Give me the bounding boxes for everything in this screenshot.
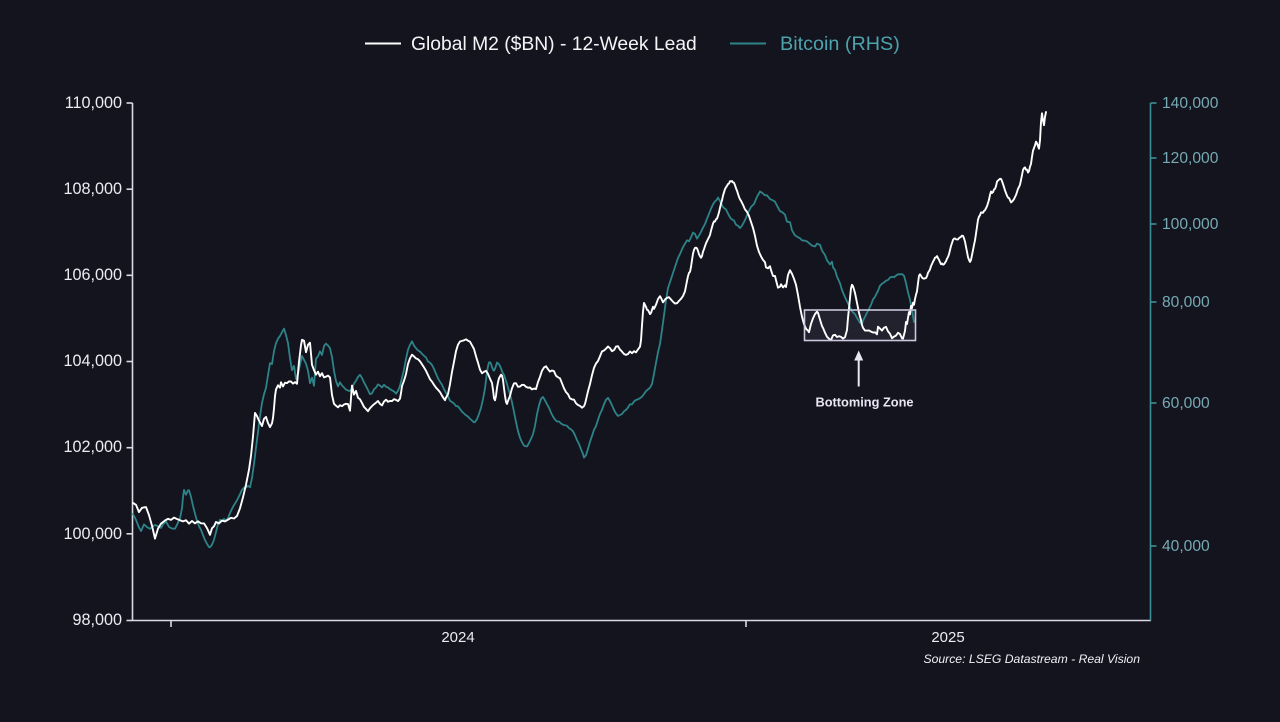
svg-text:98,000: 98,000: [72, 611, 122, 629]
svg-text:104,000: 104,000: [63, 352, 122, 370]
svg-text:2025: 2025: [931, 629, 964, 646]
svg-text:40,000: 40,000: [1162, 538, 1210, 555]
svg-text:80,000: 80,000: [1162, 294, 1210, 311]
svg-text:106,000: 106,000: [63, 266, 122, 284]
svg-text:100,000: 100,000: [1162, 216, 1219, 233]
svg-text:60,000: 60,000: [1162, 395, 1210, 412]
svg-text:108,000: 108,000: [63, 180, 122, 198]
svg-text:120,000: 120,000: [1162, 150, 1219, 167]
svg-text:Bottoming Zone: Bottoming Zone: [815, 395, 913, 410]
svg-text:100,000: 100,000: [63, 525, 122, 543]
svg-text:2024: 2024: [441, 629, 474, 646]
svg-text:Source: LSEG Datastream - Real: Source: LSEG Datastream - Real Vision: [923, 652, 1140, 666]
svg-text:Bitcoin (RHS): Bitcoin (RHS): [780, 33, 900, 55]
svg-text:102,000: 102,000: [63, 438, 122, 456]
svg-text:140,000: 140,000: [1162, 95, 1219, 112]
svg-text:Global M2 ($BN) - 12-Week Lead: Global M2 ($BN) - 12-Week Lead: [411, 34, 697, 55]
svg-text:110,000: 110,000: [65, 94, 122, 112]
